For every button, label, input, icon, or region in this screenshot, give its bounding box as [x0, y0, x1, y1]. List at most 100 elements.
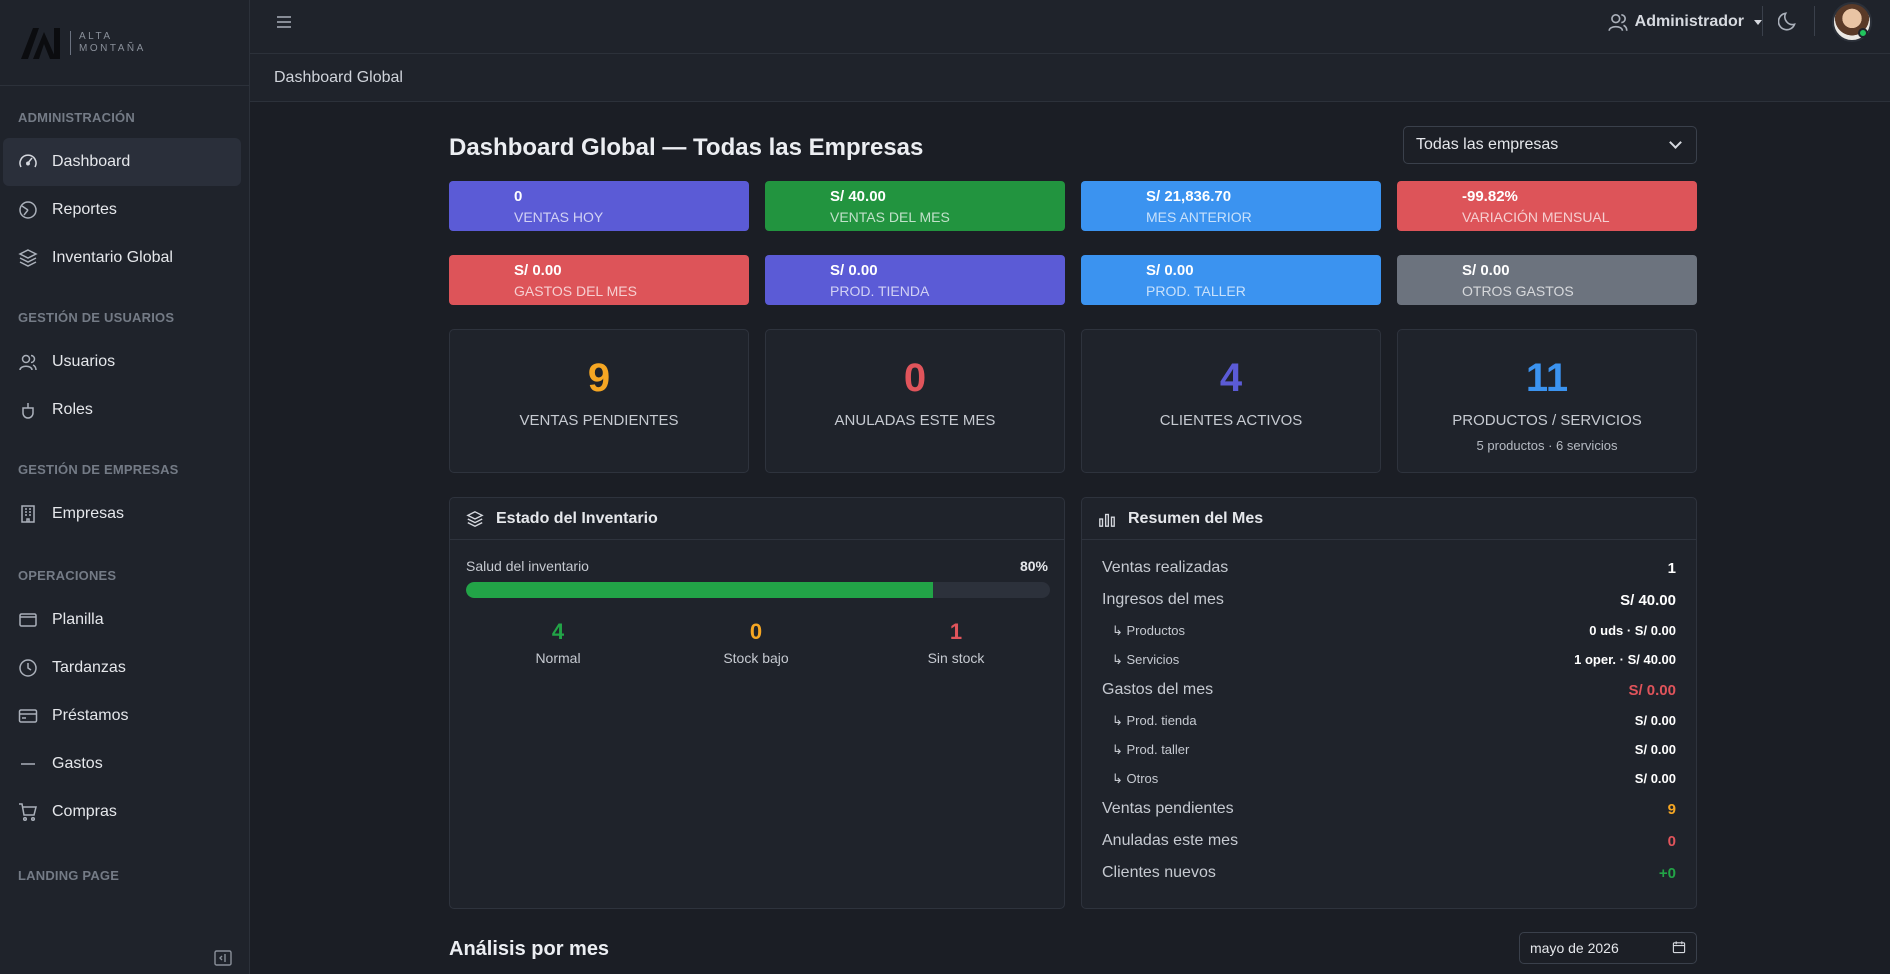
month-picker[interactable]: mayo de 2026 — [1519, 932, 1697, 964]
calendar-icon — [1672, 940, 1686, 957]
summary-row-label: Anuladas este mes — [1102, 832, 1239, 849]
section-administracion: ADMINISTRACIÓN — [18, 110, 135, 125]
users-icon — [18, 352, 38, 372]
summary-list: Ventas realizadas 1 Ingresos del mes S/ 40.… — [1102, 552, 1676, 889]
sidebar-item-compras[interactable]: Compras — [3, 788, 241, 836]
kpi-card: 9 VENTAS PENDIENTES — [449, 329, 749, 473]
inventory-stat-label: Stock bajo — [723, 650, 789, 666]
kpi-card: 0 ANULADAS ESTE MES — [765, 329, 1065, 473]
wallet-icon — [18, 610, 38, 630]
sidebar-item-dashboard[interactable]: Dashboard — [3, 138, 241, 186]
sidebar-item-gastos[interactable]: Gastos — [3, 740, 241, 788]
stat-card[interactable]: 0 VENTAS HOY — [449, 181, 749, 231]
stat-card[interactable]: S/ 21,836.70 MES ANTERIOR — [1081, 181, 1381, 231]
sidebar-item-label: Planilla — [52, 611, 104, 628]
breadcrumb-bar: Dashboard Global — [250, 54, 1890, 102]
brand-name: ALTA MONTAÑA — [70, 30, 146, 55]
health-progress-fill — [466, 582, 934, 598]
summary-row-value: S/ 40.00 — [1620, 591, 1676, 609]
stats-row-2: S/ 0.00 GASTOS DEL MES S/ 0.00 PROD. TIENDA… — [449, 255, 1697, 305]
collapse-sidebar-icon[interactable] — [213, 948, 233, 968]
summary-row: Ingresos del mes S/ 40.00 — [1102, 584, 1676, 616]
kpi-row: 9 VENTAS PENDIENTES 0 ANULADAS ESTE MES 4 CLI… — [449, 329, 1697, 473]
summary-row: Anuladas este mes 0 — [1102, 825, 1676, 857]
layers-icon — [466, 510, 484, 528]
inventory-stats: 4 Normal 0 Stock bajo 1 Sin stock — [466, 619, 1050, 667]
summary-row-value: 0 uds · S/ 0.00 — [1589, 623, 1676, 638]
stat-card[interactable]: -99.82% VARIACIÓN MENSUAL — [1397, 181, 1697, 231]
brand-line-2: MONTAÑA — [79, 42, 146, 54]
stat-value: S/ 0.00 — [1146, 262, 1194, 279]
stat-card[interactable]: S/ 0.00 PROD. TIENDA — [765, 255, 1065, 305]
menu-toggle-icon[interactable] — [274, 12, 294, 32]
summary-row-value: 9 — [1667, 800, 1676, 818]
inventory-stat-value: 4 — [551, 619, 565, 644]
pie-chart-icon — [18, 200, 38, 220]
summary-row-label: Ingresos del mes — [1102, 591, 1224, 608]
cart-icon — [18, 802, 38, 822]
stat-card[interactable]: S/ 0.00 PROD. TALLER — [1081, 255, 1381, 305]
stat-value: -99.82% — [1462, 188, 1518, 205]
building-icon — [18, 504, 38, 524]
sidebar-nav: ADMINISTRACIÓN Dashboard Reportes Invent… — [0, 86, 249, 896]
summary-row-value: S/ 0.00 — [1634, 742, 1676, 757]
company-select[interactable]: Todas las empresas — [1403, 126, 1697, 164]
kpi-label: PRODUCTOS / SERVICIOS — [1452, 412, 1642, 429]
kpi-sublabel: 5 productos · 6 servicios — [1476, 438, 1618, 453]
chevron-down-icon — [1669, 136, 1682, 149]
topbar: Administrador — [250, 0, 1890, 54]
sidebar-item-label: Empresas — [52, 505, 125, 522]
summary-row-label: Ventas pendientes — [1102, 800, 1234, 817]
bar-chart-icon — [1098, 510, 1116, 528]
sidebar-item-reportes[interactable]: Reportes — [3, 186, 241, 234]
stat-value: S/ 40.00 — [830, 188, 886, 205]
online-status-icon — [1858, 28, 1868, 38]
sidebar-item-inventario-global[interactable]: Inventario Global — [3, 234, 241, 282]
user-icon — [1607, 11, 1629, 33]
summary-row: Ventas pendientes 9 — [1102, 793, 1676, 825]
brand-logo[interactable]: ALTA MONTAÑA — [0, 0, 249, 86]
stat-card[interactable]: S/ 40.00 VENTAS DEL MES — [765, 181, 1065, 231]
user-menu[interactable]: Administrador — [1607, 10, 1762, 34]
summary-row-value: 1 — [1667, 559, 1676, 577]
sidebar-item-label: Roles — [52, 401, 93, 418]
summary-row-value: S/ 0.00 — [1634, 771, 1676, 786]
summary-row: ↳ Prod. taller S/ 0.00 — [1102, 735, 1676, 764]
stat-label: VARIACIÓN MENSUAL — [1462, 209, 1610, 225]
summary-row-value: +0 — [1658, 864, 1676, 882]
summary-panel-header: Resumen del Mes — [1082, 498, 1696, 540]
sidebar-item-roles[interactable]: Roles — [3, 386, 241, 434]
divider — [1814, 6, 1815, 36]
stat-label: GASTOS DEL MES — [514, 283, 637, 299]
kpi-card: 11 PRODUCTOS / SERVICIOS 5 productos · 6 s… — [1397, 329, 1697, 473]
section-landing-page: LANDING PAGE — [18, 868, 120, 883]
summary-row-label: ↳ Otros — [1112, 770, 1159, 786]
summary-row: ↳ Prod. tienda S/ 0.00 — [1102, 706, 1676, 735]
stat-value: S/ 0.00 — [830, 262, 878, 279]
health-progress-bar — [466, 582, 1050, 598]
sidebar-item-planilla[interactable]: Planilla — [3, 596, 241, 644]
sidebar-item-usuarios[interactable]: Usuarios — [3, 338, 241, 386]
sidebar: ALTA MONTAÑA ADMINISTRACIÓN Dashboard Re… — [0, 0, 250, 974]
logo-mark-icon — [21, 27, 60, 59]
kpi-card: 4 CLIENTES ACTIVOS — [1081, 329, 1381, 473]
inventory-stat-value: 0 — [749, 619, 763, 644]
stat-card[interactable]: S/ 0.00 OTROS GASTOS — [1397, 255, 1697, 305]
kpi-value: 0 — [903, 356, 927, 400]
sidebar-item-label: Compras — [52, 803, 117, 820]
brand-line-1: ALTA — [79, 30, 113, 42]
sidebar-item-empresas[interactable]: Empresas — [3, 490, 241, 538]
health-percent: 80% — [1019, 558, 1048, 574]
kpi-value: 11 — [1525, 356, 1569, 400]
sidebar-item-prestamos[interactable]: Préstamos — [3, 692, 241, 740]
section-operaciones: OPERACIONES — [18, 568, 117, 583]
gauge-icon — [18, 152, 38, 172]
stats-row-1: 0 VENTAS HOY S/ 40.00 VENTAS DEL MES S/ 21,8… — [449, 181, 1697, 231]
inventory-stat: 1 Sin stock — [862, 620, 1050, 667]
stat-card[interactable]: S/ 0.00 GASTOS DEL MES — [449, 255, 749, 305]
inventory-stat-label: Normal — [535, 650, 581, 666]
avatar[interactable] — [1832, 2, 1872, 42]
moon-icon[interactable] — [1777, 10, 1800, 32]
summary-row-label: ↳ Prod. taller — [1112, 741, 1190, 757]
sidebar-item-tardanzas[interactable]: Tardanzas — [3, 644, 241, 692]
